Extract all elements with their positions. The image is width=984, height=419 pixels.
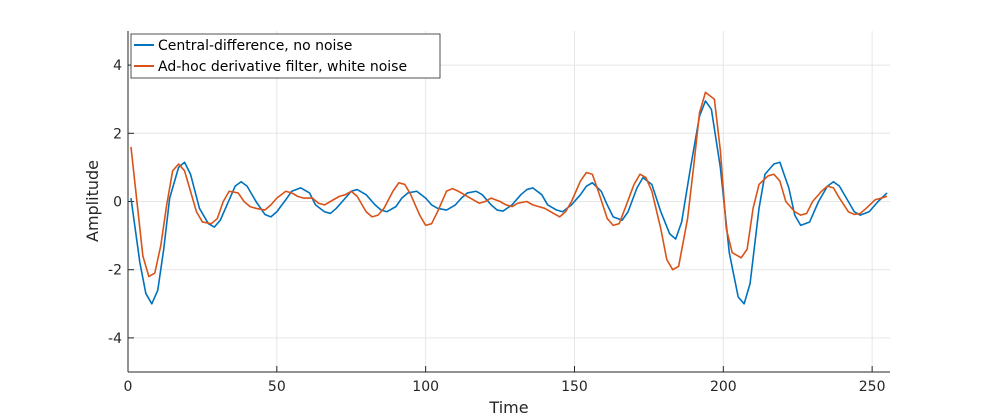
legend-box [130, 33, 441, 79]
x-axis-label: Time [488, 398, 528, 417]
x-tick-label: 250 [859, 379, 886, 395]
x-tick-label: 100 [412, 379, 439, 395]
x-tick-label: 150 [561, 379, 588, 395]
y-tick-label: -4 [108, 331, 122, 347]
x-tick-label: 50 [268, 379, 286, 395]
x-tick-label: 0 [124, 379, 133, 395]
grid [127, 31, 890, 372]
y-tick-label: 0 [113, 195, 122, 211]
series-layer [130, 91, 888, 305]
series-line-1 [130, 100, 888, 305]
legend-label-2: Ad-hoc derivative filter, white noise [158, 59, 407, 75]
y-tick-label: -2 [108, 263, 122, 279]
legend: Central-difference, no noise Ad-hoc deriv… [130, 33, 441, 79]
y-tick-label: 2 [113, 126, 122, 142]
y-axis-label: Amplitude [83, 160, 102, 242]
x-tick-label: 200 [710, 379, 737, 395]
series-line-2 [130, 91, 888, 278]
legend-label-1: Central-difference, no noise [158, 38, 352, 54]
tick-labels: 0 50 100 150 200 250 -4 -2 0 2 4 [108, 58, 885, 395]
y-tick-label: 4 [113, 58, 122, 74]
